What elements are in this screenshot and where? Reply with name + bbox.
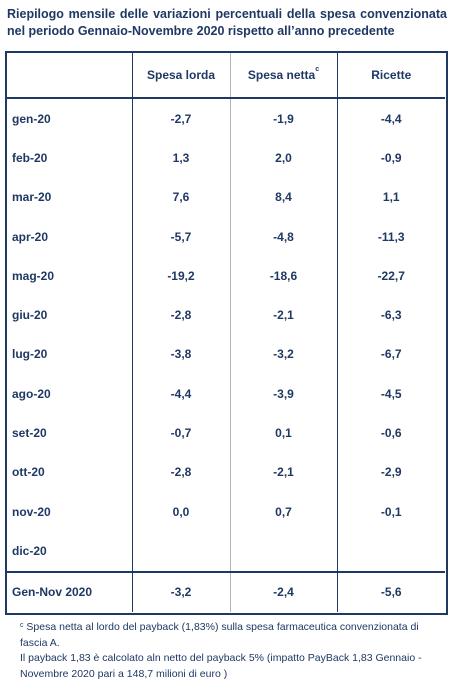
spesa-netta-cell: 8,4 (230, 177, 338, 217)
table-row: set-20 -0,7 0,1 -0,6 (7, 413, 445, 453)
month-cell: set-20 (7, 413, 133, 453)
month-cell: gen-20 (7, 98, 133, 139)
footnote-marker: c (20, 622, 24, 629)
spesa-lorda-cell (132, 531, 231, 572)
ricette-cell: -11,3 (377, 229, 405, 244)
table-row: ago-20 -4,4 -3,9 -4,5 (7, 374, 445, 414)
table-header-row: Spesa lorda Spesa nettac Ricette (7, 53, 445, 99)
month-cell: feb-20 (7, 138, 133, 178)
footnote-line-2: Il payback 1,83 è calcolato aln netto de… (20, 652, 422, 680)
ricette-cell: -0,6 (380, 426, 402, 441)
table-row: giu-20 -2,8 -2,1 -6,3 (7, 295, 445, 335)
table-row: dic-20 (7, 531, 445, 572)
table-row: nov-20 0,0 0,7 -0,1 (7, 491, 445, 532)
table-row: gen-20 -2,7 -1,9 -4,4 (7, 98, 445, 139)
table-row: apr-20 -5,7 -4,8 -11,3 (7, 216, 445, 257)
ricette-cell: -6,3 (380, 308, 402, 323)
page-title: Riepilogo mensile delle variazioni perce… (7, 6, 447, 40)
ricette-cell: 1,1 (382, 190, 400, 205)
spesa-netta-cell: -3,2 (230, 334, 338, 375)
table-row: mar-20 7,6 8,4 1,1 (7, 177, 445, 217)
month-cell: ago-20 (7, 374, 133, 414)
month-cell: ott-20 (7, 452, 133, 492)
month-cell: lug-20 (7, 334, 133, 375)
title-line-1: Riepilogo mensile delle variazioni perce… (7, 7, 447, 21)
spesa-lorda-cell: -0,7 (132, 413, 231, 453)
spesa-netta-cell: -2,1 (230, 452, 338, 492)
title-line-2: nel periodo Gennaio-Novembre 2020 rispet… (7, 24, 395, 38)
spesa-lorda-cell: -5,7 (132, 216, 231, 257)
spesa-lorda-cell: 0,0 (132, 491, 231, 532)
spesa-netta-cell: -3,9 (230, 374, 338, 414)
ricette-cell: -0,1 (380, 504, 402, 519)
summary-table: Spesa lorda Spesa nettac Ricette gen-20-… (7, 53, 445, 612)
total-spesa-netta-cell: -2,4 (230, 570, 338, 612)
ricette-cell: -4,5 (380, 386, 402, 401)
spesa-netta-cell: 0,1 (230, 413, 338, 453)
spesa-lorda-cell: -19,2 (132, 256, 231, 296)
spesa-lorda-cell: -3,8 (132, 334, 231, 375)
spesa-lorda-cell: -2,7 (132, 98, 231, 139)
ricette-cell (337, 531, 445, 571)
header-superscript: c (315, 66, 320, 73)
month-cell: dic-20 (7, 531, 133, 572)
spesa-netta-cell: -18,6 (230, 256, 338, 296)
ricette-cell: -22,7 (377, 268, 405, 283)
month-cell: apr-20 (7, 216, 133, 257)
header-spesa-lorda: Spesa lorda (132, 53, 231, 99)
total-spesa-lorda-cell: -3,2 (132, 570, 231, 612)
ricette-cell: -0,9 (380, 150, 402, 165)
header-spesa-netta: Spesa nettac (230, 53, 338, 99)
header-ricette: Ricette (337, 53, 445, 99)
spesa-netta-cell: -1,9 (230, 98, 338, 139)
table-row: ott-20 -2,8 -2,1 -2,9 (7, 452, 445, 492)
header-month (7, 53, 133, 99)
month-cell: nov-20 (7, 491, 133, 532)
spesa-lorda-cell: -4,4 (132, 374, 231, 414)
footnote-line-1: Spesa netta al lordo del payback (1,83%)… (20, 621, 419, 649)
table-row: feb-20 1,3 2,0 -0,9 (7, 138, 445, 178)
footnote: c Spesa netta al lordo del payback (1,83… (20, 620, 440, 682)
spesa-netta-cell (230, 531, 338, 572)
spesa-netta-cell: 2,0 (230, 138, 338, 178)
spesa-lorda-cell: -2,8 (132, 295, 231, 335)
table-row: lug-20 -3,8 -3,2 -6,7 (7, 334, 445, 375)
ricette-cell: -6,7 (380, 347, 402, 362)
month-cell: mar-20 (7, 177, 133, 217)
summary-table-frame: Spesa lorda Spesa nettac Ricette gen-20-… (5, 51, 448, 615)
total-ricette-cell: -5,6 (337, 570, 445, 612)
spesa-netta-cell: -4,8 (230, 216, 338, 257)
spesa-lorda-cell: -2,8 (132, 452, 231, 492)
month-cell: giu-20 (7, 295, 133, 335)
spesa-lorda-cell: 7,6 (132, 177, 231, 217)
month-cell: mag-20 (7, 256, 133, 296)
ricette-cell: -2,9 (380, 465, 402, 480)
spesa-lorda-cell: 1,3 (132, 138, 231, 178)
total-label-cell: Gen-Nov 2020 (7, 570, 133, 612)
spesa-netta-cell: 0,7 (230, 491, 338, 532)
table-row: mag-20 -19,2 -18,6 -22,7 (7, 256, 445, 296)
total-row: Gen-Nov 2020 -3,2 -2,4 -5,6 (7, 570, 445, 612)
header-spesa-netta-label: Spesa netta (247, 68, 316, 82)
spesa-netta-cell: -2,1 (230, 295, 338, 335)
ricette-cell: -4,4 (380, 111, 402, 126)
